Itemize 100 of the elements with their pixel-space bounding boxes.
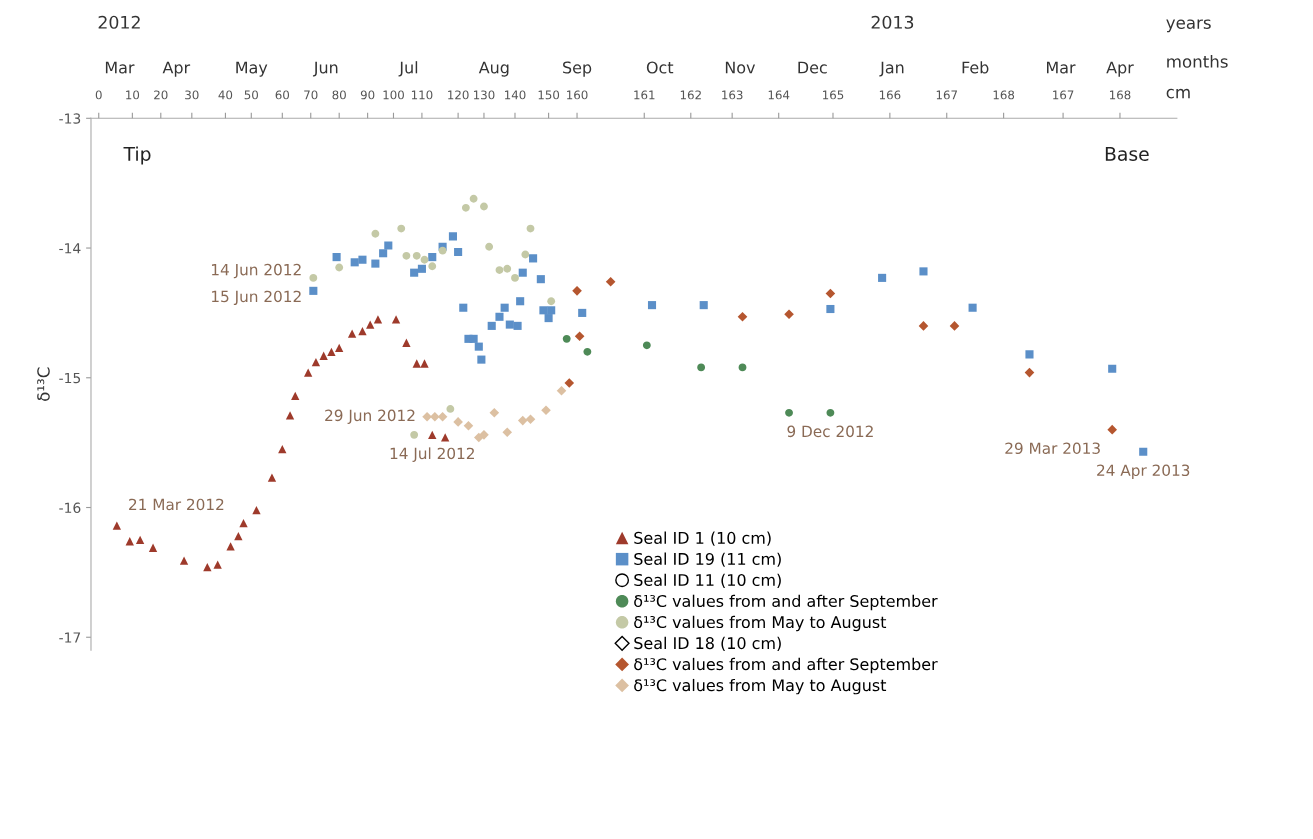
point <box>347 329 357 338</box>
point <box>379 249 388 258</box>
point <box>919 267 928 276</box>
point <box>422 411 432 422</box>
annotation: 24 Apr 2013 <box>1097 464 1190 480</box>
y-tick-label: -14 <box>59 243 81 254</box>
point <box>417 264 426 273</box>
point <box>410 430 419 439</box>
point <box>428 262 437 271</box>
point <box>112 521 122 530</box>
x-axis-title: months <box>1167 54 1228 68</box>
x-tick-label: May <box>236 61 268 77</box>
point <box>469 334 478 343</box>
x-tick-label: Mar <box>1047 61 1076 74</box>
x-tick-label: Nov <box>725 61 756 74</box>
x-tick-label: Dec <box>798 61 827 74</box>
point <box>500 303 509 312</box>
point <box>516 297 525 306</box>
point <box>826 408 835 417</box>
x2-tick-label: 168 <box>1109 90 1131 100</box>
x2-tick-label: 10 <box>126 90 140 100</box>
point <box>525 414 536 425</box>
point <box>574 331 585 342</box>
x2-tick-label: 90 <box>360 90 375 100</box>
point <box>583 347 592 356</box>
point <box>699 301 708 310</box>
point <box>402 338 411 347</box>
point <box>647 301 657 310</box>
point <box>234 531 243 541</box>
x2-axis-title: cm <box>1166 88 1190 99</box>
y-tick-label: -13 <box>59 113 81 124</box>
point <box>477 355 486 364</box>
point <box>521 250 530 259</box>
point <box>544 314 553 323</box>
point <box>1107 424 1118 435</box>
point <box>420 255 429 264</box>
point <box>239 518 248 528</box>
point <box>285 411 295 420</box>
text: 2013 <box>871 15 914 29</box>
legend-label: Seal ID 11 (10 cm) <box>634 573 781 588</box>
point <box>384 241 393 250</box>
x2-tick-label: 70 <box>304 90 318 100</box>
point <box>358 255 367 264</box>
point <box>309 286 318 295</box>
x2-tick-label: 80 <box>332 90 346 100</box>
x-tick-label: Aug <box>478 61 509 77</box>
x2-tick-label: 130 <box>474 90 495 100</box>
text: years <box>1166 19 1211 33</box>
point <box>438 246 447 255</box>
point <box>784 309 794 320</box>
annotation: Base <box>1105 147 1149 161</box>
point <box>495 266 504 275</box>
point <box>226 542 235 551</box>
point <box>489 407 500 418</box>
x-tick-label: Jun <box>312 61 338 77</box>
point <box>529 254 538 263</box>
point <box>495 312 504 321</box>
x2-tick-label: 30 <box>185 90 199 100</box>
point <box>480 202 488 211</box>
legend-label: δ¹³C values from and after September <box>634 594 938 611</box>
y-axis-title: δ¹³C <box>37 367 50 401</box>
point <box>319 351 328 360</box>
x2-tick-label: 166 <box>879 90 901 100</box>
x-tick-label: Apr <box>162 61 191 77</box>
legend-label: Seal ID 18 (10 cm) <box>634 636 781 652</box>
legend-label: δ¹³C values from and after September <box>634 657 938 674</box>
point <box>878 273 887 282</box>
point <box>332 253 341 262</box>
point <box>605 276 616 287</box>
point <box>572 286 582 296</box>
point <box>446 404 455 413</box>
point <box>1025 350 1034 359</box>
point <box>428 430 437 440</box>
legend-label: δ¹³C values from May to August <box>634 615 887 632</box>
x2-tick-label: 168 <box>993 90 1015 100</box>
point <box>513 321 522 330</box>
y-tick-label: -15 <box>59 372 81 384</box>
x2-tick-label: 165 <box>823 90 844 100</box>
x2-tick-label: 163 <box>722 90 743 100</box>
point <box>203 563 212 572</box>
point <box>968 303 977 312</box>
point <box>485 242 494 251</box>
point <box>697 363 706 372</box>
point <box>358 326 367 336</box>
point <box>547 297 556 306</box>
x2-tick-label: 20 <box>154 90 168 100</box>
x-tick-label: Mar <box>105 61 135 74</box>
y-tick-label: -17 <box>59 632 81 643</box>
point <box>505 320 514 329</box>
point <box>918 321 929 331</box>
point <box>518 268 527 277</box>
point <box>437 411 448 422</box>
x2-tick-label: 120 <box>448 90 469 100</box>
x2-tick-label: 167 <box>936 90 957 100</box>
point <box>371 229 380 238</box>
point <box>311 358 321 367</box>
point <box>539 306 548 315</box>
legend-label: Seal ID 1 (10 cm) <box>634 531 771 546</box>
point <box>335 343 344 353</box>
point <box>391 315 401 324</box>
